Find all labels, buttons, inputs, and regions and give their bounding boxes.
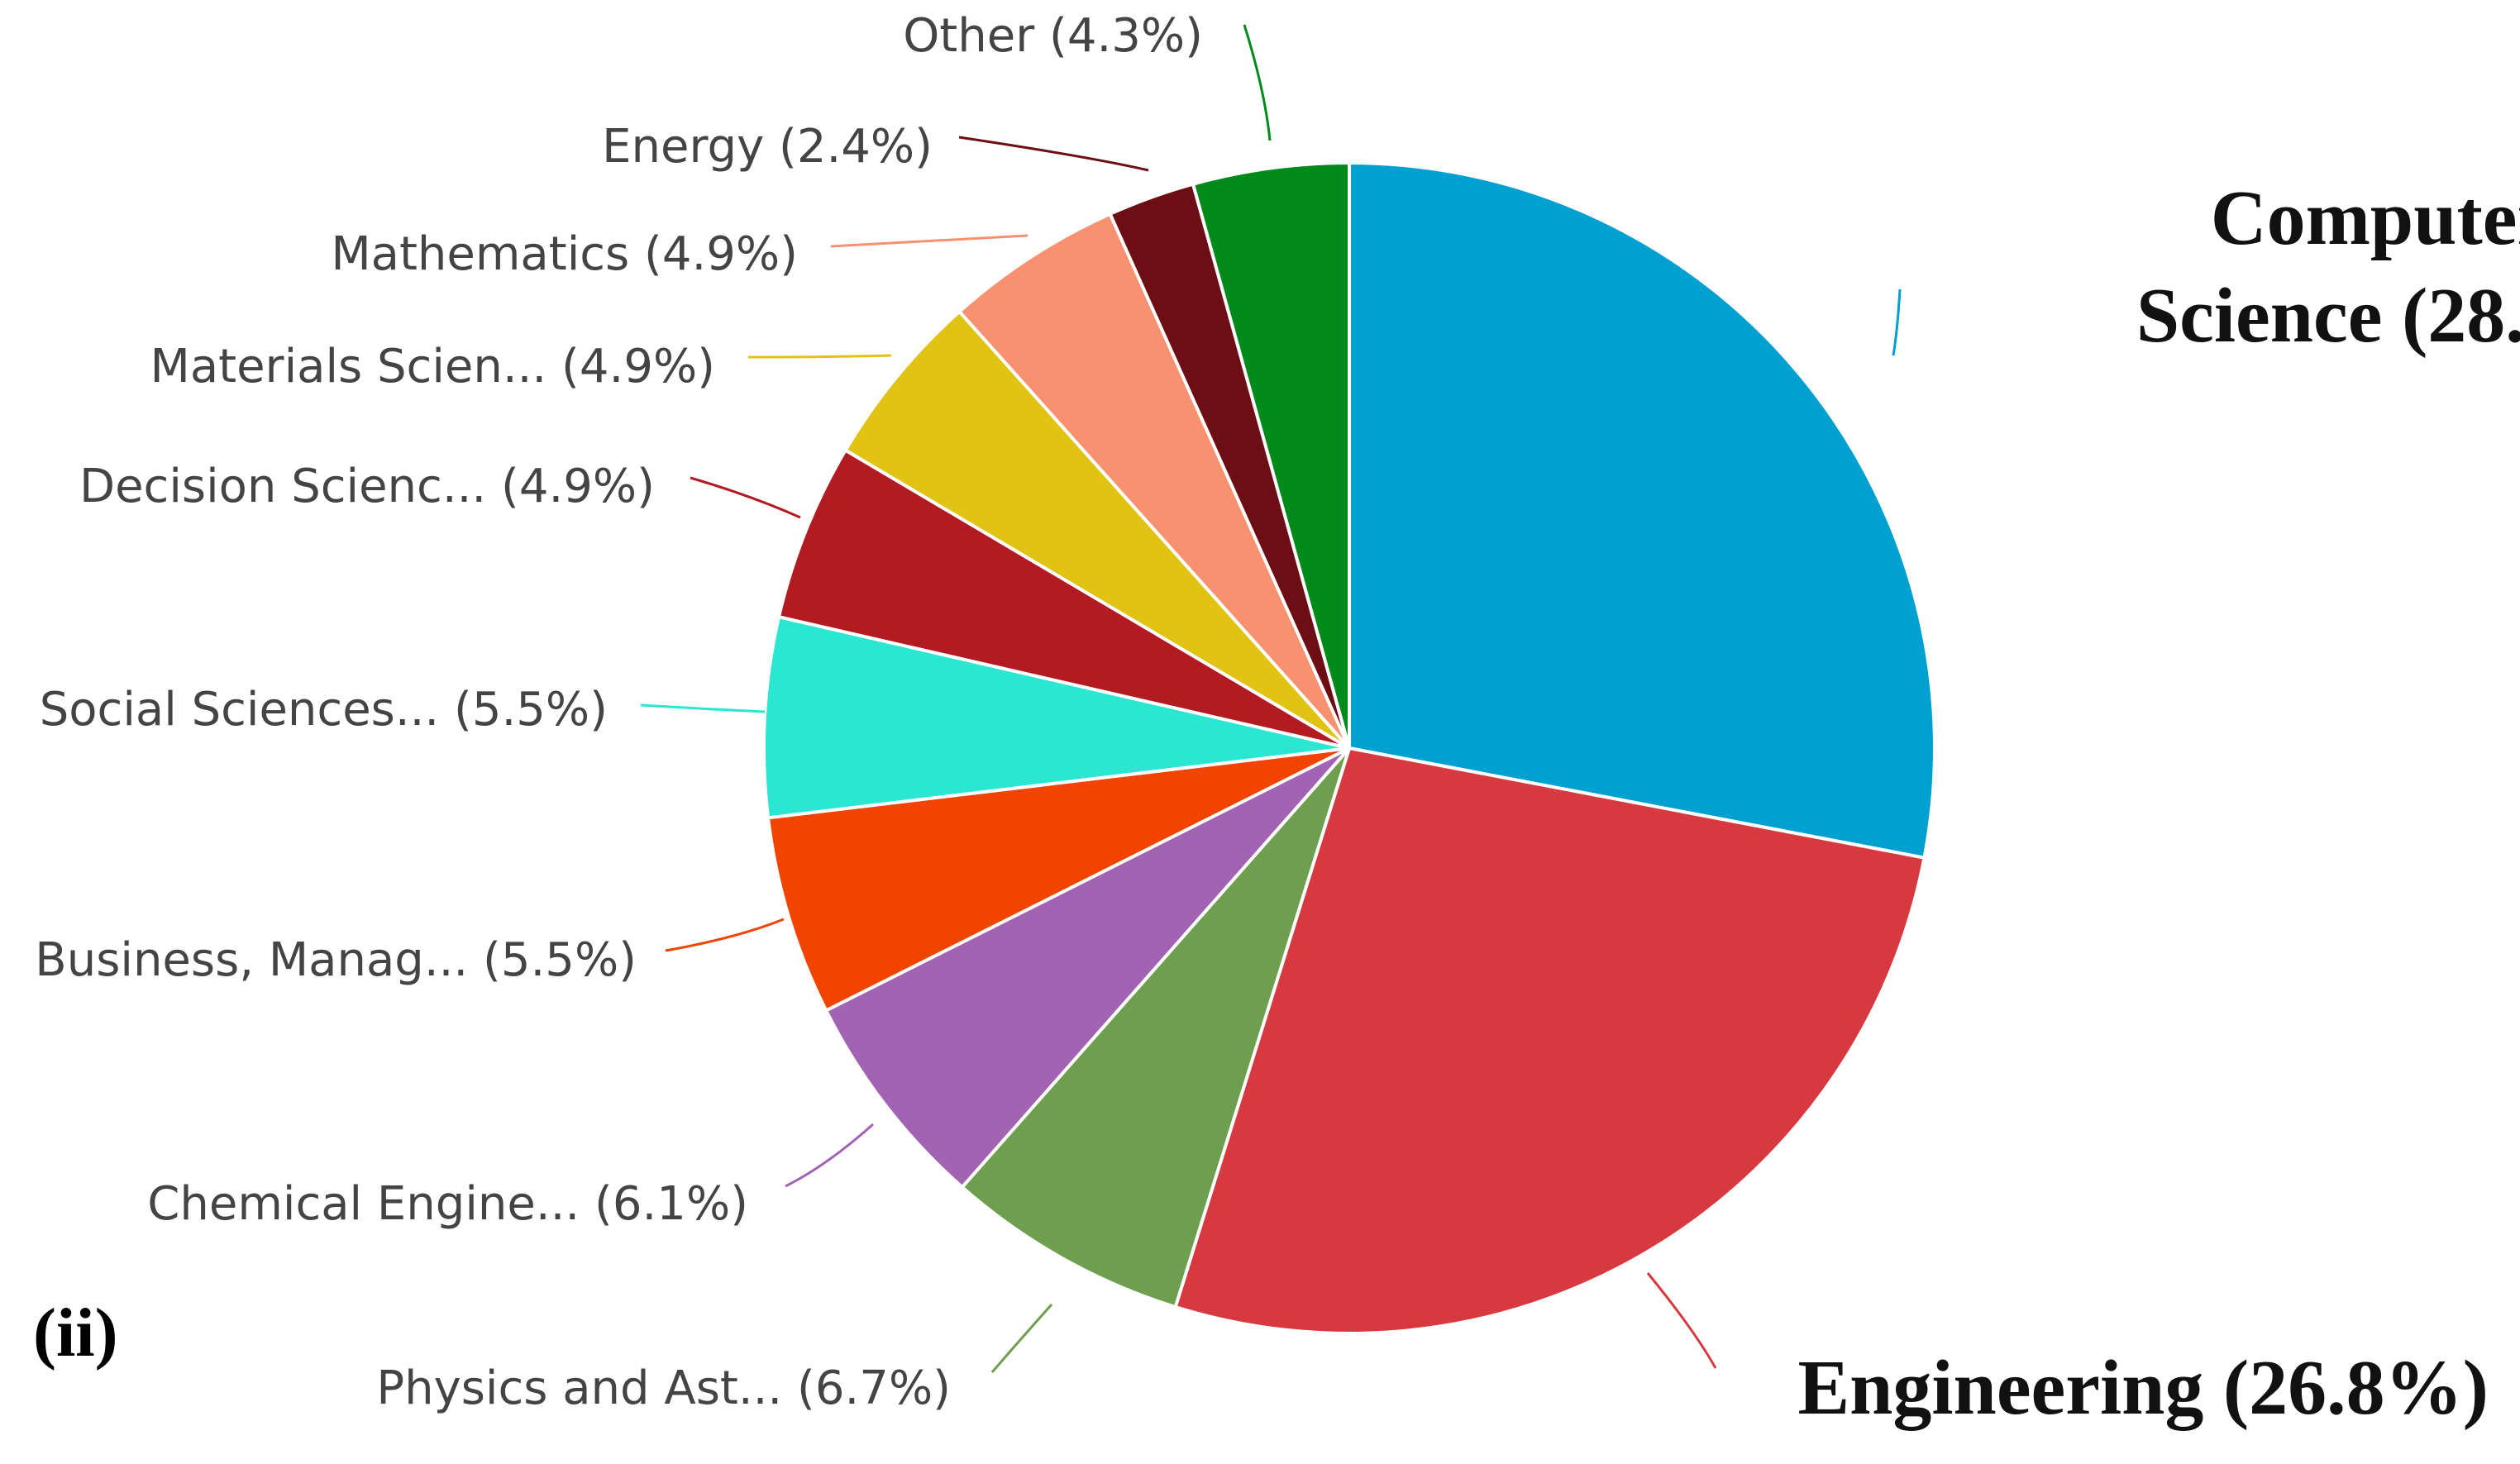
panel-label: (ii) xyxy=(33,1295,118,1371)
leader-lines xyxy=(640,24,1902,1373)
leader-line xyxy=(640,703,766,713)
leader-line xyxy=(1646,1272,1717,1369)
slice-label: Physics and Ast... (6.7%) xyxy=(376,1361,951,1415)
pie-slice xyxy=(957,212,1351,750)
slice-label: Chemical Engine... (6.1%) xyxy=(147,1177,748,1231)
slice-label: Decision Scienc... (4.9%) xyxy=(79,460,655,513)
pie-slice xyxy=(766,746,1351,1013)
leader-line xyxy=(990,1304,1053,1373)
pie-slice xyxy=(777,448,1351,750)
pie-slice xyxy=(1348,161,1936,860)
slice-label: Energy (2.4%) xyxy=(602,120,933,174)
leader-line xyxy=(1243,24,1272,141)
slice-label: Computer Science (28.0%) xyxy=(2136,175,2520,359)
pie-slice xyxy=(1173,746,1926,1335)
pie-slice xyxy=(843,309,1351,750)
leader-line xyxy=(785,1123,874,1188)
pie-slice xyxy=(824,746,1351,1190)
slice-label: Business, Manag... (5.5%) xyxy=(35,933,637,987)
slice-label: Social Sciences... (5.5%) xyxy=(40,683,608,737)
slice-label: Engineering (26.8%) xyxy=(1797,1345,2489,1431)
pie-slice xyxy=(960,746,1351,1309)
pie-slice xyxy=(762,615,1351,820)
leader-line xyxy=(665,918,785,952)
pie-slices xyxy=(762,161,1936,1335)
slice-label: Materials Scien... (4.9%) xyxy=(150,340,715,393)
slice-label: Mathematics (4.9%) xyxy=(331,227,798,281)
leader-line xyxy=(830,234,1029,248)
leader-line xyxy=(690,476,801,519)
slice-label: Other (4.3%) xyxy=(903,9,1203,63)
leader-line xyxy=(958,136,1149,172)
slice-labels: Computer Science (28.0%) Engineering (26.8… xyxy=(35,9,2520,1431)
slice-label-line: Computer xyxy=(2211,175,2520,261)
pie-slice xyxy=(1191,161,1351,750)
slice-label-line: Science (28.0%) xyxy=(2136,273,2520,359)
leader-line xyxy=(747,354,892,359)
leader-line xyxy=(1892,289,1902,356)
